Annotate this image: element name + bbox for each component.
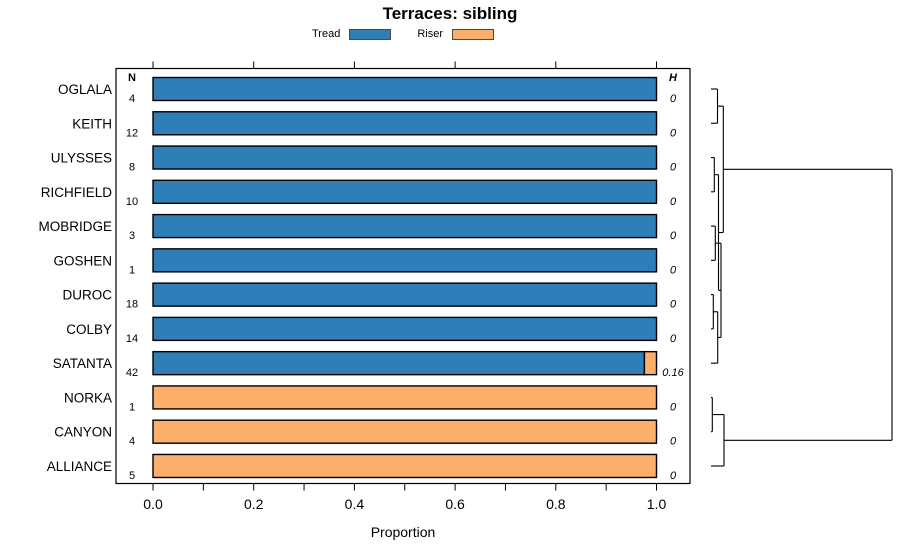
x-tick-label: 0.0 bbox=[143, 496, 163, 512]
h-value: 0 bbox=[670, 401, 677, 413]
bar-segment-tread bbox=[152, 213, 658, 239]
n-column-header: N bbox=[128, 72, 136, 84]
row-label: RICHFIELD bbox=[41, 185, 113, 200]
n-value: 18 bbox=[126, 299, 138, 311]
row-label: NORKA bbox=[64, 390, 112, 405]
n-value: 3 bbox=[129, 230, 135, 242]
bar-segment-tread bbox=[152, 179, 658, 205]
row-label: ALLIANCE bbox=[47, 459, 112, 474]
legend-swatch-tread bbox=[349, 28, 392, 40]
h-value: 0 bbox=[670, 230, 677, 242]
h-value: 0 bbox=[670, 333, 677, 345]
n-value: 4 bbox=[129, 436, 135, 448]
row-label: SATANTA bbox=[53, 356, 112, 371]
n-value: 14 bbox=[126, 333, 138, 345]
row-label: ULYSSES bbox=[51, 151, 112, 166]
n-value: 1 bbox=[129, 264, 135, 276]
h-value: 0 bbox=[670, 264, 677, 276]
legend-item-riser: Riser bbox=[417, 28, 494, 40]
x-tick-label: 0.6 bbox=[445, 496, 465, 512]
row-label: MOBRIDGE bbox=[38, 219, 112, 234]
bar-segment-tread bbox=[152, 350, 646, 376]
x-tick-label: 0.4 bbox=[345, 496, 365, 512]
n-value: 1 bbox=[129, 401, 135, 413]
n-value: 5 bbox=[129, 470, 135, 482]
legend: Tread Riser bbox=[116, 26, 690, 42]
h-column-header: H bbox=[669, 72, 677, 84]
h-value: 0 bbox=[670, 127, 677, 139]
bar-segment-riser bbox=[152, 385, 658, 410]
legend-item-tread: Tread bbox=[312, 28, 392, 40]
h-value: 0 bbox=[670, 93, 677, 105]
h-value: 0 bbox=[670, 436, 677, 448]
row-label: COLBY bbox=[66, 322, 112, 337]
legend-swatch-riser bbox=[452, 28, 494, 40]
x-axis-title: Proportion bbox=[370, 524, 436, 540]
h-value: 0 bbox=[670, 470, 677, 482]
row-label: OGLALA bbox=[58, 82, 112, 97]
n-value: 42 bbox=[126, 367, 138, 379]
n-value: 4 bbox=[129, 93, 135, 105]
row-label: KEITH bbox=[72, 116, 112, 131]
bar-segment-riser bbox=[643, 350, 658, 376]
x-tick-label: 1.0 bbox=[647, 496, 667, 512]
n-value: 12 bbox=[126, 127, 138, 139]
h-value: 0 bbox=[670, 196, 677, 208]
row-label: DUROC bbox=[63, 288, 113, 303]
bar-segment-tread bbox=[152, 145, 658, 170]
bar-segment-tread bbox=[152, 248, 658, 273]
row-label: GOSHEN bbox=[53, 253, 112, 268]
panel-border bbox=[115, 67, 691, 485]
x-tick-label: 0.2 bbox=[244, 496, 264, 512]
legend-label-riser: Riser bbox=[417, 28, 443, 40]
row-label: CANYON bbox=[54, 425, 112, 440]
legend-label-tread: Tread bbox=[312, 28, 341, 40]
bar-segment-tread bbox=[152, 316, 658, 342]
x-tick-label: 0.8 bbox=[546, 496, 566, 512]
chart-title: Terraces: sibling bbox=[382, 4, 518, 23]
h-value: 0.16 bbox=[662, 367, 684, 379]
n-value: 8 bbox=[129, 162, 135, 174]
bar-segment-tread bbox=[152, 282, 658, 307]
h-value: 0 bbox=[670, 299, 677, 311]
bar-segment-tread bbox=[152, 111, 658, 136]
bar-segment-riser bbox=[152, 453, 658, 479]
h-value: 0 bbox=[670, 162, 677, 174]
bar-segment-tread bbox=[152, 76, 658, 102]
n-value: 10 bbox=[126, 196, 138, 208]
bar-segment-riser bbox=[152, 419, 658, 444]
